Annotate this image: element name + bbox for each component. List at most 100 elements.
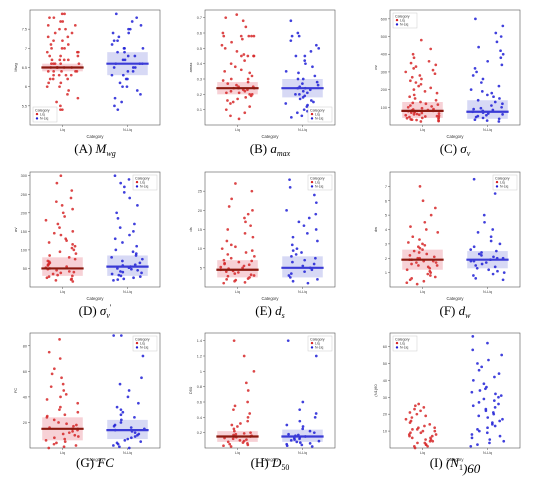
x-tick-label: N-Liq (483, 128, 492, 132)
data-point-n-liq (121, 241, 124, 244)
x-tick-label: N-Liq (123, 290, 132, 294)
y-tick-label: 30 (383, 396, 387, 400)
data-point-liq (422, 406, 426, 409)
data-point-n-liq (314, 212, 318, 216)
legend-title: Category (395, 14, 410, 18)
data-point-liq (417, 402, 421, 406)
y-tick-label: 4 (385, 228, 387, 232)
data-point-liq (237, 260, 241, 264)
data-point-n-liq (310, 445, 314, 448)
data-point-liq (64, 27, 67, 31)
y-axis-label: amax (188, 63, 193, 73)
data-point-liq (52, 62, 55, 66)
data-point-n-liq (133, 66, 137, 69)
data-point-n-liq (316, 83, 320, 87)
data-point-n-liq (489, 239, 493, 243)
data-point-liq (239, 422, 242, 425)
data-point-n-liq (129, 426, 133, 429)
y-tick-label: 0.3 (197, 78, 202, 82)
data-point-n-liq (492, 399, 496, 402)
data-point-liq (420, 116, 424, 120)
x-tick-label: N-Liq (123, 128, 132, 132)
data-point-n-liq (123, 185, 126, 189)
data-point-n-liq (111, 31, 115, 35)
data-point-liq (69, 196, 73, 200)
y-tick-label: 40 (23, 395, 27, 399)
data-point-liq (73, 433, 77, 437)
data-point-liq (59, 233, 63, 237)
data-point-n-liq (477, 45, 480, 49)
x-tick-label: Liq (420, 290, 425, 294)
data-point-liq (59, 104, 62, 108)
data-point-n-liq (480, 254, 483, 257)
legend-label: Liq (400, 341, 405, 345)
data-point-n-liq (114, 12, 118, 16)
data-point-liq (252, 34, 256, 38)
data-point-n-liq (301, 82, 304, 85)
data-point-n-liq (478, 389, 482, 392)
data-point-n-liq (502, 439, 506, 443)
data-point-n-liq (499, 56, 503, 60)
data-point-n-liq (289, 272, 293, 275)
data-point-n-liq (312, 431, 316, 435)
data-point-liq (50, 46, 53, 50)
data-point-n-liq (500, 353, 504, 357)
data-point-liq (412, 93, 416, 97)
data-point-liq (405, 281, 409, 285)
data-point-n-liq (307, 216, 311, 220)
data-point-liq (224, 16, 228, 20)
data-point-n-liq (498, 242, 502, 246)
data-point-liq (244, 381, 248, 385)
data-point-liq (433, 426, 437, 430)
data-point-n-liq (117, 273, 121, 277)
data-point-n-liq (304, 62, 307, 66)
data-point-n-liq (123, 50, 126, 54)
data-point-liq (45, 398, 49, 401)
panel-caption: (C) σv (440, 141, 471, 158)
y-tick-label: 60 (383, 345, 387, 349)
data-point-liq (71, 207, 74, 211)
data-point-liq (246, 400, 249, 404)
data-point-liq (67, 89, 70, 92)
y-axis-label: (N1)60 (373, 384, 378, 397)
data-point-n-liq (138, 261, 142, 265)
data-point-liq (69, 278, 73, 281)
data-point-liq (226, 440, 230, 444)
data-point-liq (233, 429, 236, 433)
data-point-liq (71, 280, 75, 283)
data-point-n-liq (309, 50, 313, 53)
legend-marker (35, 117, 39, 120)
data-point-n-liq (126, 395, 130, 399)
data-point-liq (428, 266, 432, 270)
data-point-liq (72, 424, 75, 428)
y-axis-label: σv' (13, 227, 18, 232)
data-point-liq (70, 189, 74, 192)
data-point-liq (412, 249, 416, 253)
data-point-liq (421, 429, 425, 433)
data-point-n-liq (302, 224, 306, 228)
data-point-liq (427, 59, 431, 63)
y-tick-label: 200 (381, 88, 387, 92)
data-point-n-liq (112, 66, 116, 69)
legend-label: N-Liq (40, 117, 48, 121)
y-tick-label: 600 (381, 17, 387, 21)
data-point-n-liq (492, 255, 495, 259)
data-point-n-liq (301, 427, 305, 431)
data-point-liq (245, 438, 248, 441)
data-point-n-liq (315, 80, 319, 84)
data-point-n-liq (121, 270, 125, 274)
data-point-n-liq (119, 270, 122, 273)
data-point-n-liq (493, 265, 497, 269)
data-point-n-liq (314, 228, 318, 231)
data-point-liq (48, 77, 52, 81)
data-point-n-liq (285, 208, 288, 212)
data-point-liq (250, 74, 254, 78)
data-point-liq (404, 113, 408, 117)
data-point-liq (51, 272, 55, 276)
data-point-liq (63, 440, 67, 443)
y-tick-label: 10 (383, 430, 387, 434)
